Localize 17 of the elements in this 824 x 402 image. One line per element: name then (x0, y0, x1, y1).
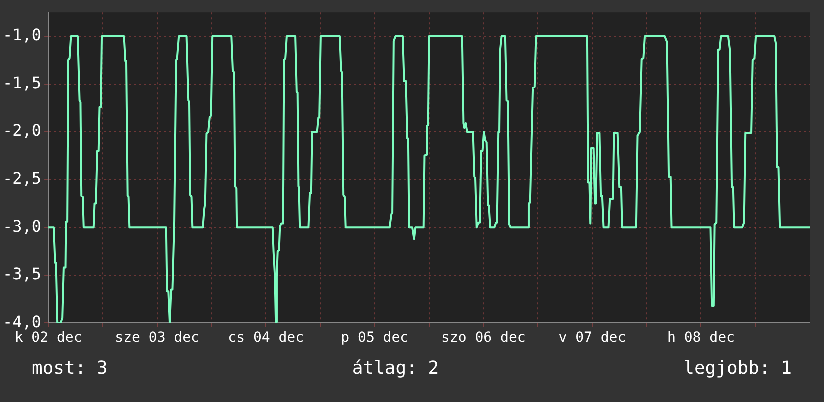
x-tick-label: h 08 dec (668, 330, 735, 346)
x-tick-label: v 07 dec (558, 330, 626, 346)
x-tick-label: szo 06 dec (442, 330, 526, 346)
y-tick-label: -2,5 (3, 169, 42, 188)
y-tick-label: -1,0 (3, 26, 42, 45)
text: most: 3 (32, 358, 108, 379)
text: legjobb: 1 (684, 358, 792, 379)
x-tick-label: sze 03 dec (115, 330, 200, 346)
x-tick-label: k 02 dec (14, 330, 82, 346)
text: átlag: 2 (352, 358, 440, 379)
y-tick-label: -1,5 (3, 73, 42, 92)
x-tick-label: p 05 dec (341, 330, 409, 346)
y-tick-label: -3,0 (3, 216, 42, 236)
x-tick-label: cs 04 dec (228, 330, 304, 346)
y-tick-label: -4,0 (3, 312, 42, 332)
y-tick-label: -2,0 (3, 121, 42, 140)
y-tick-label: -3,5 (3, 264, 42, 284)
